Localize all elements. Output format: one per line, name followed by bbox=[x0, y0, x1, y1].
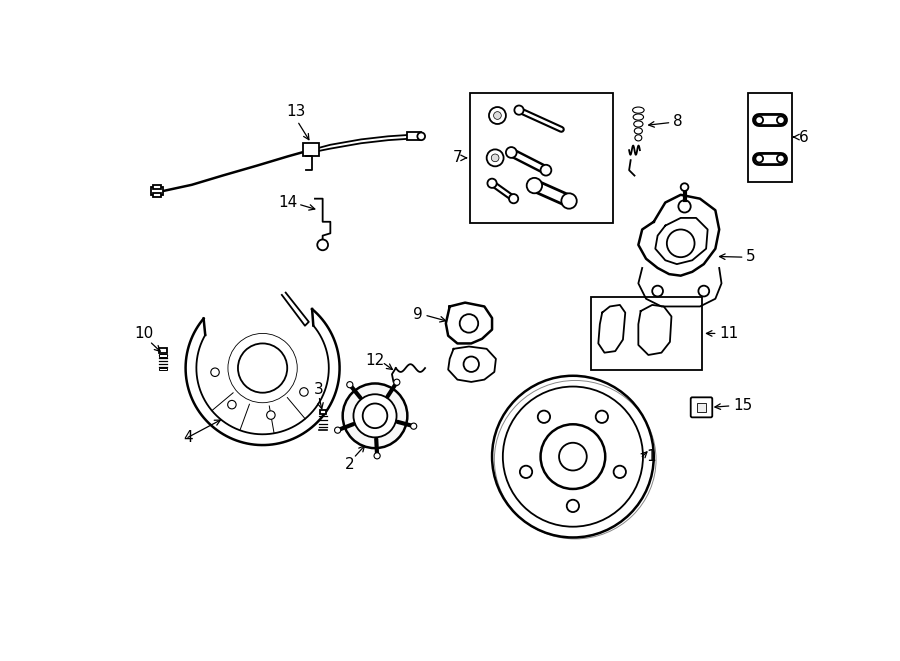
Ellipse shape bbox=[633, 107, 644, 113]
Circle shape bbox=[354, 394, 397, 438]
Text: 9: 9 bbox=[413, 307, 423, 322]
Circle shape bbox=[509, 194, 518, 204]
Text: 3: 3 bbox=[314, 382, 324, 397]
Text: 12: 12 bbox=[365, 353, 384, 368]
Circle shape bbox=[491, 154, 499, 162]
Text: 13: 13 bbox=[286, 104, 305, 119]
Text: 8: 8 bbox=[673, 114, 682, 129]
Circle shape bbox=[238, 344, 287, 393]
Circle shape bbox=[614, 466, 626, 478]
Text: 6: 6 bbox=[798, 130, 808, 145]
Circle shape bbox=[363, 403, 387, 428]
Circle shape bbox=[488, 178, 497, 188]
Circle shape bbox=[562, 193, 577, 209]
Text: 10: 10 bbox=[134, 326, 154, 341]
Circle shape bbox=[374, 453, 380, 459]
Circle shape bbox=[460, 314, 478, 332]
Bar bbox=[303, 143, 319, 155]
Circle shape bbox=[464, 356, 479, 372]
Circle shape bbox=[346, 381, 353, 388]
Bar bbox=[159, 348, 167, 354]
Text: 15: 15 bbox=[734, 399, 752, 413]
Bar bbox=[153, 185, 161, 188]
Circle shape bbox=[541, 165, 552, 176]
Circle shape bbox=[652, 286, 663, 297]
Bar bbox=[590, 297, 702, 370]
FancyBboxPatch shape bbox=[690, 397, 712, 417]
Circle shape bbox=[489, 107, 506, 124]
Text: 5: 5 bbox=[746, 249, 756, 264]
Ellipse shape bbox=[634, 114, 643, 120]
Circle shape bbox=[538, 410, 550, 423]
Text: 4: 4 bbox=[183, 430, 193, 445]
Circle shape bbox=[777, 155, 785, 163]
Circle shape bbox=[777, 116, 785, 124]
Circle shape bbox=[680, 183, 688, 191]
Ellipse shape bbox=[634, 135, 642, 141]
Circle shape bbox=[698, 286, 709, 297]
Circle shape bbox=[567, 500, 579, 512]
Bar bbox=[320, 410, 326, 414]
Bar bbox=[159, 354, 167, 356]
Bar bbox=[471, 93, 613, 223]
Circle shape bbox=[228, 401, 236, 409]
Circle shape bbox=[667, 229, 695, 257]
Circle shape bbox=[493, 112, 501, 120]
Circle shape bbox=[211, 368, 220, 377]
Circle shape bbox=[393, 379, 400, 385]
Text: 7: 7 bbox=[453, 150, 463, 165]
Circle shape bbox=[335, 427, 341, 433]
Circle shape bbox=[526, 178, 542, 193]
Circle shape bbox=[266, 411, 275, 419]
Circle shape bbox=[679, 200, 690, 213]
Circle shape bbox=[343, 383, 408, 448]
Circle shape bbox=[410, 423, 417, 429]
Bar bbox=[748, 93, 792, 182]
Circle shape bbox=[318, 239, 328, 251]
Text: 1: 1 bbox=[646, 449, 656, 464]
Bar bbox=[408, 132, 421, 140]
Ellipse shape bbox=[634, 128, 643, 134]
Bar bbox=[153, 193, 161, 197]
Bar bbox=[151, 187, 163, 195]
Text: 11: 11 bbox=[719, 326, 738, 341]
Bar bbox=[159, 368, 167, 370]
Ellipse shape bbox=[634, 121, 643, 127]
Circle shape bbox=[506, 147, 517, 158]
Circle shape bbox=[515, 106, 524, 115]
Circle shape bbox=[418, 132, 425, 140]
Bar bbox=[697, 403, 706, 412]
Text: 2: 2 bbox=[345, 457, 355, 472]
Circle shape bbox=[596, 410, 608, 423]
Circle shape bbox=[755, 155, 763, 163]
Circle shape bbox=[487, 149, 504, 167]
Text: 14: 14 bbox=[278, 195, 298, 210]
Circle shape bbox=[520, 466, 532, 478]
Circle shape bbox=[300, 388, 308, 396]
Circle shape bbox=[755, 116, 763, 124]
